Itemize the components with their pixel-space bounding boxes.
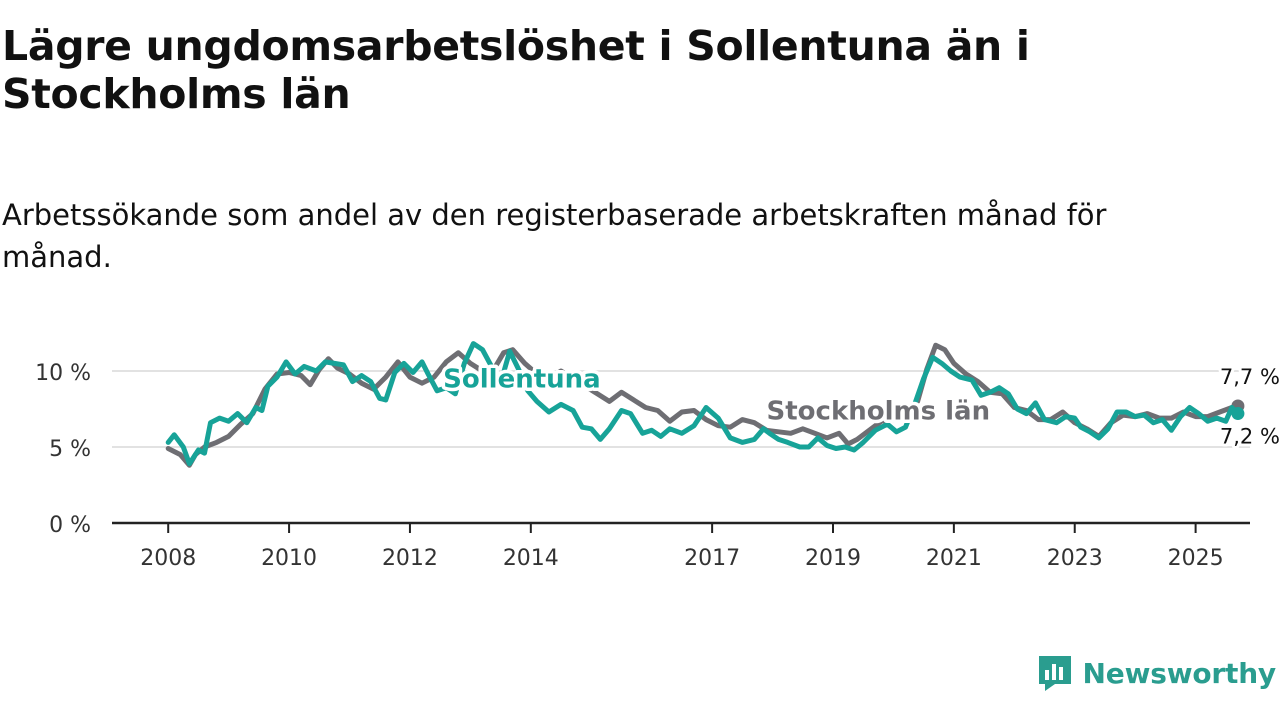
series-label-halo: Sollentuna	[443, 365, 601, 395]
series-label-halo: Stockholms län	[767, 397, 991, 427]
y-tick-label: 5 %	[49, 437, 91, 462]
y-tick-label: 10 %	[35, 361, 91, 386]
x-tick-label: 2021	[926, 546, 982, 571]
series-end-point	[1231, 407, 1245, 421]
x-tick-label: 2012	[382, 546, 438, 571]
end-value-label: 7,7 %	[1220, 365, 1280, 389]
series-label: Sollentuna	[443, 365, 601, 395]
y-tick-label: 0 %	[49, 513, 91, 538]
newsworthy-logo-icon	[1038, 656, 1071, 691]
y-axis-tick-labels: 0 % 5 % 10 %	[35, 361, 91, 538]
brand-name: Newsworthy	[1082, 656, 1277, 690]
x-tick-label: 2010	[261, 546, 317, 571]
chart-title: Lägre ungdomsarbetslöshet i Sollentuna ä…	[2, 22, 1030, 118]
end-value-halo: 7,7 %	[1220, 365, 1280, 389]
x-tick-label: 2008	[140, 546, 196, 571]
series-lines	[165, 341, 1245, 468]
x-tick-label: 2025	[1168, 546, 1224, 571]
x-tick-label: 2023	[1047, 546, 1103, 571]
x-axis: 2008 2010 2012 2014 2017 2019 2021 2023 2025	[112, 521, 1250, 571]
series-line-sollentuna	[165, 341, 1241, 467]
end-value-halo: 7,2 %	[1220, 425, 1280, 449]
brand-logo[interactable]: Newsworthy	[1037, 654, 1276, 692]
x-tick-label: 2014	[503, 546, 559, 571]
chart-subtitle: Arbetssökande som andel av den registerb…	[2, 198, 1107, 274]
x-tick-label: 2019	[805, 546, 861, 571]
end-value-label: 7,2 %	[1220, 425, 1280, 449]
x-tick-label: 2017	[684, 546, 740, 571]
series-label: Stockholms län	[767, 397, 991, 427]
